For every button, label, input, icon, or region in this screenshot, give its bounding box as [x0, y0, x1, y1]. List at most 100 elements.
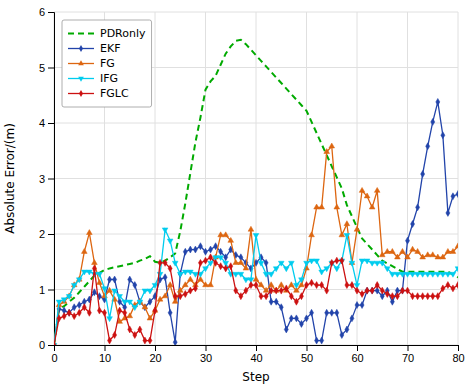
x-tick: 50 — [301, 345, 313, 364]
series-marker — [122, 300, 128, 305]
series-marker — [209, 246, 213, 253]
x-tick-label: 20 — [149, 352, 161, 364]
y-tick-label: 4 — [39, 117, 45, 129]
series-marker — [390, 248, 396, 253]
series-marker — [198, 259, 202, 266]
series-marker — [163, 259, 167, 266]
series-marker — [234, 287, 238, 294]
series-marker — [66, 295, 72, 300]
series-marker — [426, 293, 430, 300]
series-marker — [395, 293, 399, 300]
series-marker — [82, 304, 86, 311]
series-marker — [304, 282, 308, 289]
series-marker — [56, 300, 62, 305]
x-tick: 20 — [149, 345, 161, 364]
y-tick-label: 3 — [39, 173, 45, 185]
series-marker — [390, 272, 396, 277]
series-marker — [299, 278, 305, 283]
series-marker — [243, 278, 249, 283]
series-marker — [268, 282, 274, 287]
series-marker — [314, 259, 320, 264]
series-marker — [128, 276, 132, 283]
series-marker — [431, 293, 435, 300]
series-marker — [167, 239, 173, 244]
series-marker — [112, 289, 118, 294]
series-marker — [188, 246, 192, 253]
series-marker — [375, 282, 379, 289]
x-tick-mark — [256, 345, 257, 351]
series-marker — [238, 272, 244, 277]
y-tick: 3 — [39, 173, 54, 185]
series-marker — [345, 282, 349, 289]
series-marker — [77, 309, 81, 316]
series-marker — [264, 259, 268, 266]
series-marker — [228, 237, 234, 242]
x-tick-mark — [307, 345, 308, 351]
series-marker — [315, 282, 319, 289]
series-marker — [143, 337, 147, 344]
series-marker — [268, 272, 274, 277]
series-marker — [324, 267, 330, 272]
series-marker — [405, 272, 411, 277]
series-marker — [340, 257, 344, 264]
series-marker — [182, 270, 188, 275]
y-tick-mark — [48, 345, 54, 346]
x-tick: 40 — [250, 345, 262, 364]
series-marker — [92, 260, 98, 265]
series-marker — [283, 267, 289, 272]
series-marker — [294, 315, 298, 322]
series-marker — [420, 254, 426, 259]
series-marker — [335, 309, 339, 316]
series-marker — [162, 293, 168, 298]
series-marker — [193, 246, 197, 253]
y-tick-label: 2 — [39, 228, 45, 240]
series-marker — [274, 298, 278, 305]
x-tick: 30 — [200, 345, 212, 364]
series-marker — [188, 287, 192, 294]
series-marker — [350, 282, 354, 289]
series-marker — [133, 332, 137, 339]
series-marker — [359, 259, 365, 264]
legend-item: EKF — [68, 42, 121, 55]
grid-line-y — [54, 178, 458, 179]
legend-box — [62, 20, 152, 107]
series-marker — [299, 293, 303, 300]
legend-marker — [79, 90, 83, 97]
y-tick-label: 0 — [39, 339, 45, 351]
series-marker — [102, 309, 106, 316]
series-marker — [81, 270, 87, 275]
x-tick-label: 10 — [99, 352, 111, 364]
series-marker — [198, 243, 202, 250]
series-marker — [411, 221, 415, 228]
series-marker — [441, 285, 445, 292]
series-marker — [148, 337, 152, 344]
grid — [54, 12, 458, 345]
series-marker — [349, 261, 355, 266]
series-marker — [209, 254, 213, 261]
series-marker — [310, 309, 314, 316]
series-marker — [344, 221, 350, 226]
series-marker — [364, 259, 370, 264]
series-marker — [339, 232, 345, 237]
series-marker — [320, 282, 324, 289]
series-marker — [239, 293, 243, 300]
series-marker — [177, 287, 183, 292]
legend-marker — [79, 45, 83, 52]
series-marker — [446, 282, 450, 289]
series-marker — [345, 326, 349, 333]
legend-label: PDRonly — [100, 27, 146, 40]
series-marker — [218, 256, 224, 261]
series-marker — [183, 290, 187, 297]
series-marker — [435, 272, 441, 277]
series-marker — [379, 252, 385, 257]
series-marker — [354, 226, 360, 231]
series-marker — [137, 300, 143, 305]
series-marker — [138, 326, 142, 333]
series-marker — [248, 226, 254, 231]
series-marker — [76, 278, 82, 283]
x-tick: 70 — [402, 345, 414, 364]
x-tick-label: 70 — [402, 352, 414, 364]
series-marker — [425, 252, 431, 257]
series-marker — [238, 260, 244, 265]
series-marker — [395, 272, 401, 277]
